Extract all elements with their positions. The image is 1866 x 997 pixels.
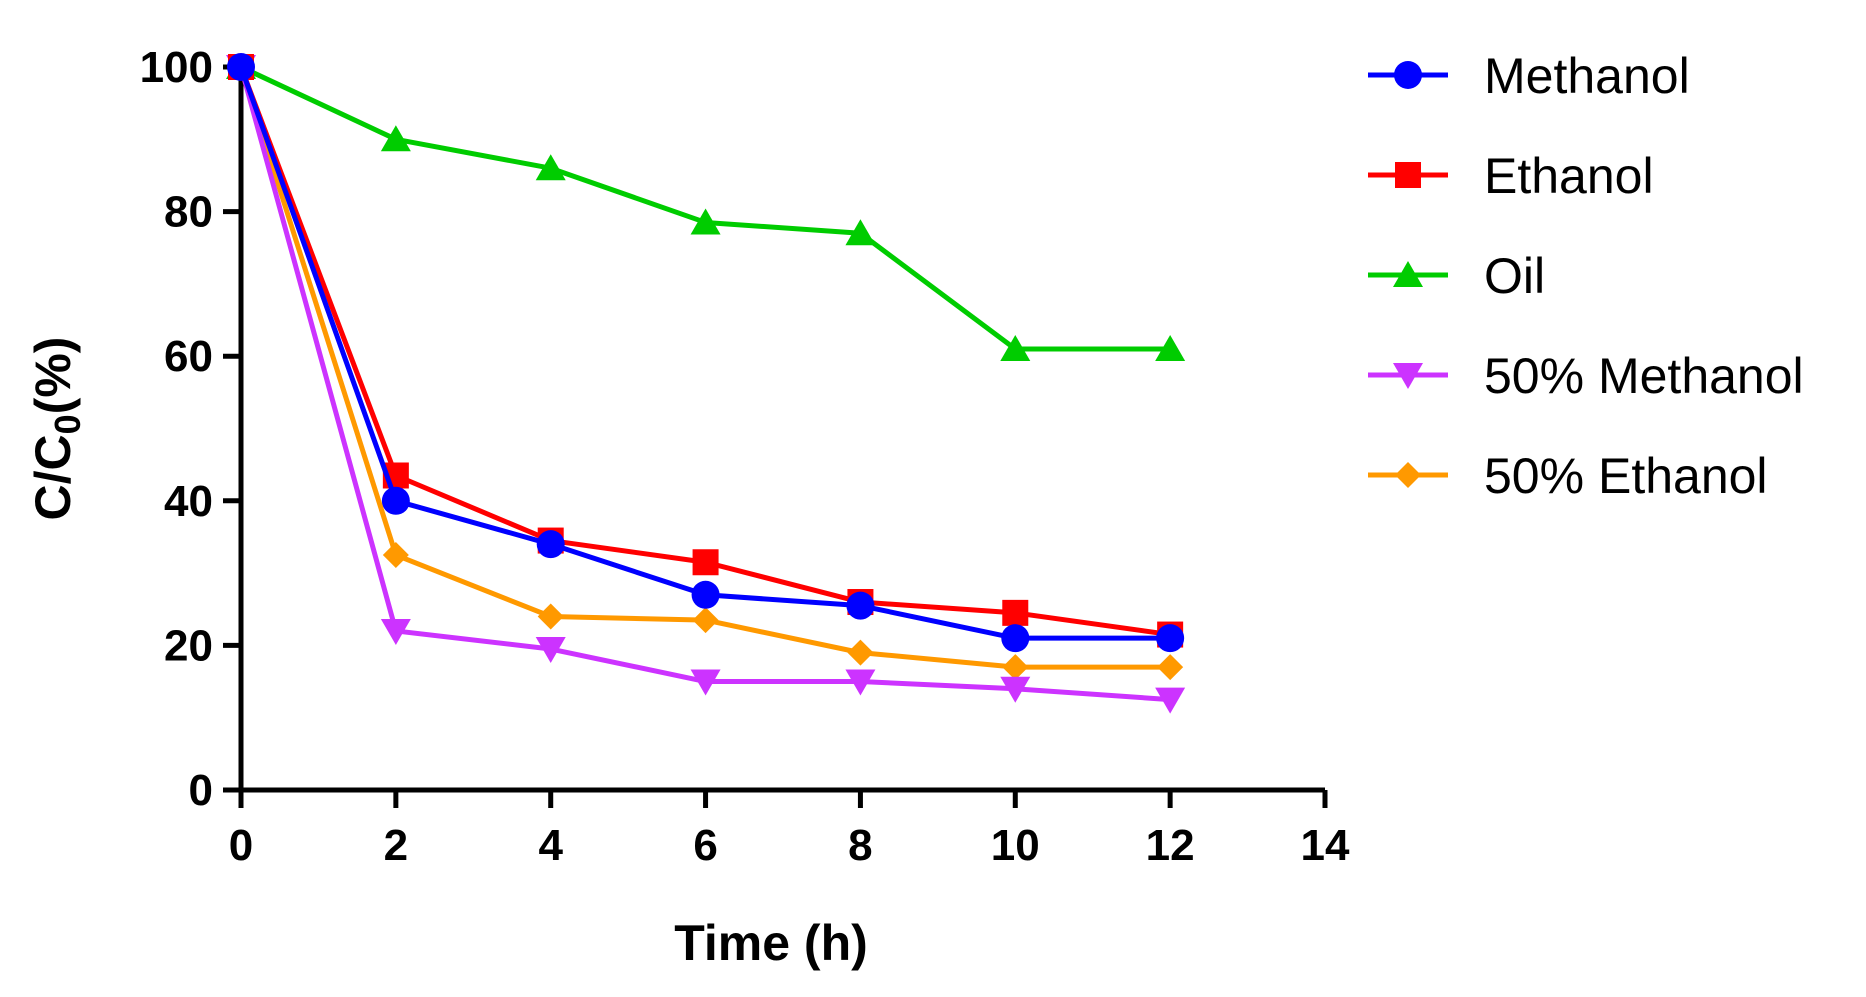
- data-point: [1157, 654, 1184, 681]
- x-tick-label: 6: [693, 821, 717, 870]
- data-point: [382, 542, 409, 569]
- legend-label: Oil: [1484, 248, 1545, 304]
- data-point: [1155, 334, 1186, 361]
- legend-marker: [1393, 261, 1423, 287]
- x-tick-label: 4: [538, 821, 563, 870]
- data-point: [1000, 334, 1031, 361]
- y-tick-label: 20: [164, 621, 213, 670]
- data-point: [691, 580, 720, 609]
- x-tick-label: 8: [848, 821, 872, 870]
- x-tick-label: 2: [384, 821, 408, 870]
- y-axis-title-subscript: 0: [47, 414, 88, 434]
- data-point: [1155, 687, 1186, 714]
- series-oil: [226, 53, 1186, 361]
- legend-label: Methanol: [1484, 48, 1690, 104]
- x-tick-label: 12: [1146, 821, 1195, 870]
- data-point: [846, 591, 875, 620]
- y-tick-label: 80: [164, 188, 213, 237]
- y-tick-label: 40: [164, 477, 213, 526]
- y-axis-title-main: C/C: [25, 434, 81, 520]
- data-point: [845, 669, 876, 696]
- legend-label: Ethanol: [1484, 148, 1654, 204]
- data-point: [536, 530, 565, 559]
- x-tick-label: 10: [991, 821, 1040, 870]
- data-point: [845, 219, 876, 246]
- legend-item-methanol: Methanol: [1368, 48, 1690, 104]
- data-point: [1001, 624, 1030, 653]
- y-axis-ticks: 0 20 40 60 80 100: [140, 43, 241, 815]
- y-tick-label: 0: [189, 766, 213, 815]
- x-tick-label: 0: [229, 821, 253, 870]
- series-line-oil: [239, 64, 1171, 352]
- data-point: [692, 607, 719, 634]
- data-point: [380, 618, 411, 645]
- data-point: [227, 53, 255, 81]
- x-axis-ticks: 0 2 4 6 8 10 12 14: [229, 790, 1350, 870]
- data-point: [535, 154, 566, 181]
- legend: Methanol Ethanol Oil 50% Methanol 50% Ethano…: [1368, 48, 1804, 504]
- data-point: [1000, 676, 1031, 703]
- data-point: [690, 208, 721, 235]
- y-axis-title-suffix: (%): [25, 337, 81, 415]
- data-point: [690, 669, 721, 696]
- data-point: [381, 486, 410, 515]
- data-point: [1156, 624, 1185, 653]
- axes: [238, 65, 1325, 793]
- legend-item-50-methanol: 50% Methanol: [1368, 348, 1804, 404]
- y-tick-label: 100: [140, 43, 213, 92]
- legend-marker: [1394, 61, 1422, 89]
- x-tick-label: 14: [1301, 821, 1350, 870]
- legend-marker: [1395, 462, 1421, 488]
- series-group: [226, 53, 1186, 714]
- legend-marker: [1393, 363, 1423, 389]
- legend-item-ethanol: Ethanol: [1368, 148, 1654, 204]
- legend-item-oil: Oil: [1368, 248, 1545, 304]
- data-point: [537, 603, 564, 630]
- data-point: [380, 125, 411, 152]
- legend-marker: [1395, 162, 1421, 188]
- x-axis-title: Time (h): [674, 915, 868, 971]
- data-point: [1002, 654, 1029, 681]
- y-axis-title: C/C0(%): [25, 337, 88, 521]
- legend-item-50-ethanol: 50% Ethanol: [1368, 448, 1768, 504]
- data-point: [847, 639, 874, 666]
- series-methanol: [227, 53, 1185, 653]
- data-point: [535, 637, 566, 664]
- y-tick-label: 60: [164, 332, 213, 381]
- legend-label: 50% Methanol: [1484, 348, 1804, 404]
- legend-label: 50% Ethanol: [1484, 448, 1768, 504]
- data-point: [1002, 599, 1029, 626]
- data-point: [692, 549, 719, 576]
